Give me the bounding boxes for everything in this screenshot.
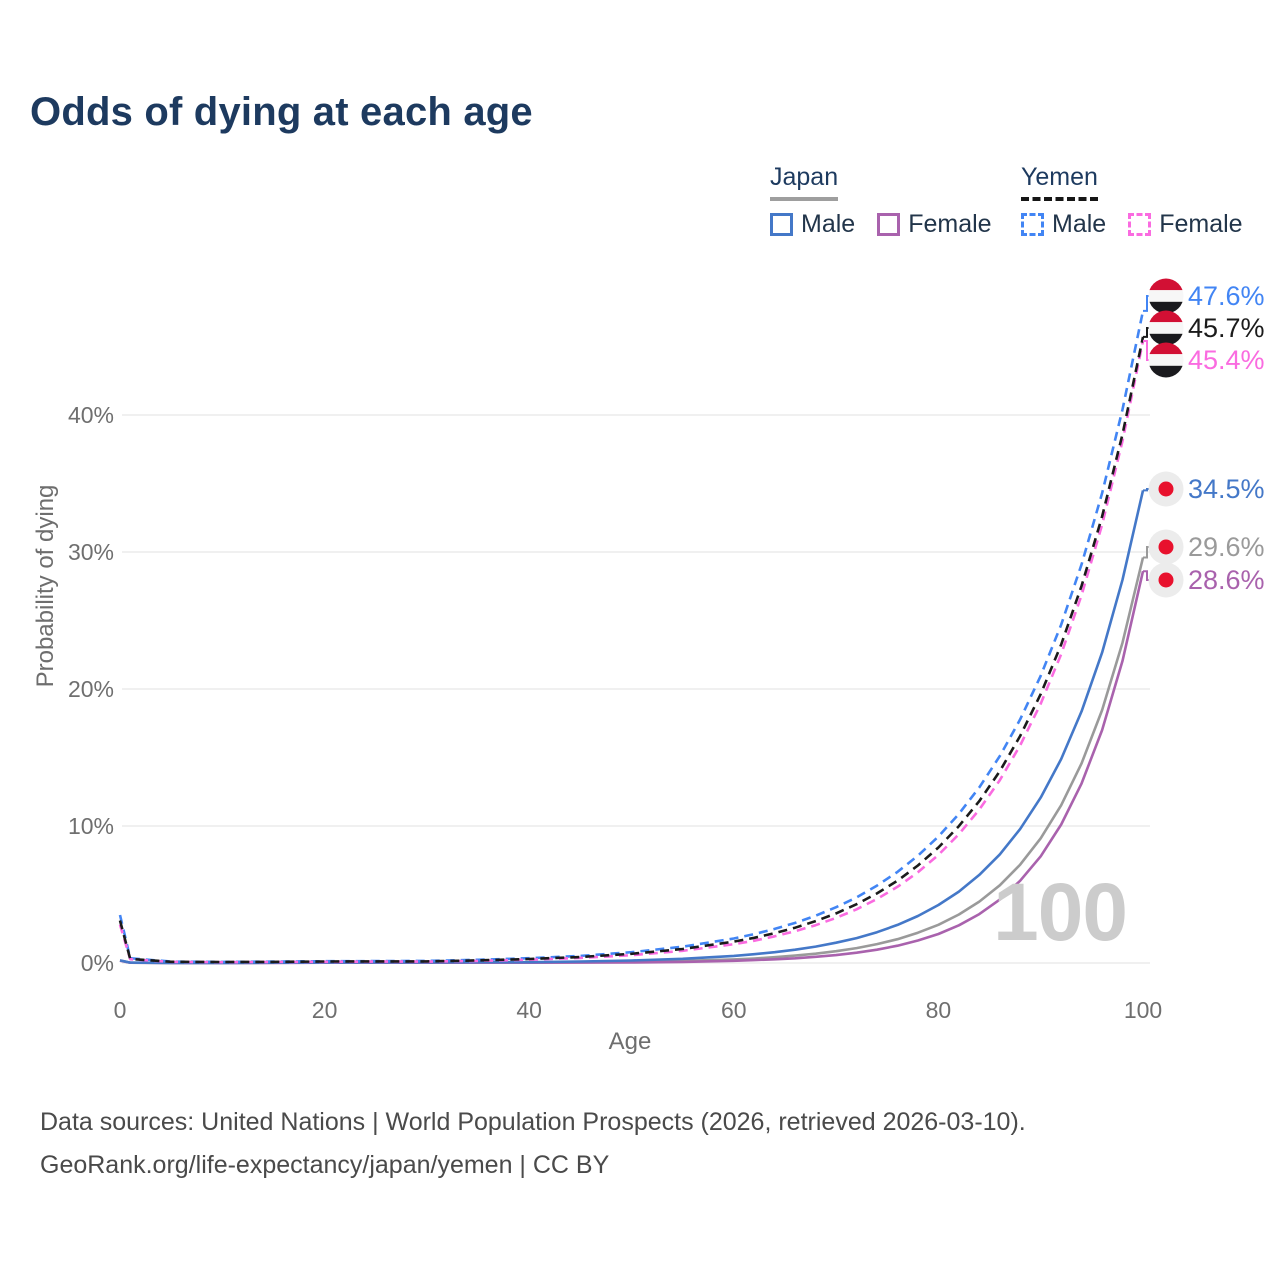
legend-japan-header[interactable]: Japan [770, 163, 839, 201]
age-indicator: 100 [993, 867, 1128, 958]
japan-flag-icon [1148, 471, 1184, 507]
legend-item-label: Female [908, 210, 992, 238]
footer: Data sources: United Nations | World Pop… [40, 1108, 1026, 1194]
y-axis-title: Probability of dying [32, 484, 59, 688]
legend-item-japan-male[interactable]: Male [770, 210, 855, 239]
series-line-yemen-male[interactable] [118, 310, 1145, 964]
japan-flag-icon [1148, 562, 1184, 598]
flag-stripe-black [1148, 365, 1184, 378]
flag-stripe-black [1148, 333, 1184, 346]
end-label-connector-yemen-combined [1143, 327, 1149, 338]
series-line-yemen-female[interactable] [118, 340, 1145, 964]
legend-item-label: Male [801, 210, 856, 238]
x-tick-label-20: 20 [312, 997, 338, 1023]
end-label-japan-combined: 29.6% [1188, 532, 1265, 562]
flag-stripe-white [1148, 322, 1184, 334]
end-label-connector-yemen-male [1143, 295, 1149, 312]
japan-female-swatch-icon [877, 213, 901, 236]
flag-sun-dot [1158, 481, 1174, 497]
x-tick-label-40: 40 [516, 997, 542, 1023]
end-label-japan-male: 34.5% [1188, 474, 1265, 504]
yemen-flag-icon [1148, 310, 1184, 346]
end-label-japan-female: 28.6% [1188, 565, 1265, 595]
data-sources-text: Data sources: United Nations | World Pop… [40, 1108, 1026, 1136]
y-tick-label-20pct: 20% [68, 676, 114, 702]
flag-stripe-red [1148, 310, 1184, 323]
yemen-female-swatch-icon [1128, 213, 1152, 236]
yemen-flag-icon [1148, 342, 1184, 378]
legend-item-yemen-male[interactable]: Male [1021, 210, 1106, 239]
legend-group-japan: Japan Male Female [770, 163, 992, 239]
x-tick-label-60: 60 [721, 997, 747, 1023]
series-line-yemen-combined[interactable] [118, 336, 1145, 964]
x-tick-label-100: 100 [1124, 997, 1162, 1023]
legend-item-yemen-female[interactable]: Female [1128, 210, 1243, 239]
flag-stripe-red [1148, 278, 1184, 291]
y-tick-label-30pct: 30% [68, 539, 114, 565]
legend-item-japan-female[interactable]: Female [877, 210, 992, 239]
y-tick-label-10pct: 10% [68, 813, 114, 839]
end-label-connector-japan-male [1143, 488, 1149, 492]
end-label-connector-yemen-female [1143, 340, 1149, 361]
end-label-yemen-female: 45.4% [1188, 345, 1265, 375]
end-label-connector-japan-combined [1143, 546, 1149, 559]
japan-flag-icon [1148, 529, 1184, 565]
y-tick-label-0pct: 0% [81, 950, 114, 976]
flag-sun-dot [1158, 572, 1174, 588]
series-line-japan-female[interactable] [119, 570, 1145, 965]
flag-stripe-white [1148, 290, 1184, 302]
japan-male-swatch-icon [770, 213, 793, 236]
x-axis-title: Age [608, 1028, 652, 1055]
attribution-text: GeoRank.org/life-expectancy/japan/yemen … [40, 1151, 610, 1179]
x-tick-label-80: 80 [926, 997, 952, 1023]
end-label-connector-japan-female [1143, 570, 1149, 581]
flag-stripe-red [1148, 342, 1184, 355]
end-label-yemen-male: 47.6% [1188, 281, 1265, 311]
end-label-yemen-combined: 45.7% [1188, 313, 1265, 343]
x-tick-label-0: 0 [114, 997, 127, 1023]
flag-stripe-white [1148, 354, 1184, 366]
flag-sun-dot [1158, 539, 1174, 555]
y-tick-label-40pct: 40% [68, 402, 114, 428]
flag-stripe-black [1148, 301, 1184, 314]
legend-yemen-header[interactable]: Yemen [1021, 163, 1098, 201]
legend-group-yemen: Yemen Male Female [1021, 163, 1243, 239]
legend-item-label: Male [1052, 210, 1107, 238]
page-title: Odds of dying at each age [30, 90, 533, 134]
series-line-japan-combined[interactable] [119, 557, 1145, 965]
legend-item-label: Female [1159, 210, 1243, 238]
yemen-flag-icon [1148, 278, 1184, 314]
yemen-male-swatch-icon [1021, 213, 1044, 236]
